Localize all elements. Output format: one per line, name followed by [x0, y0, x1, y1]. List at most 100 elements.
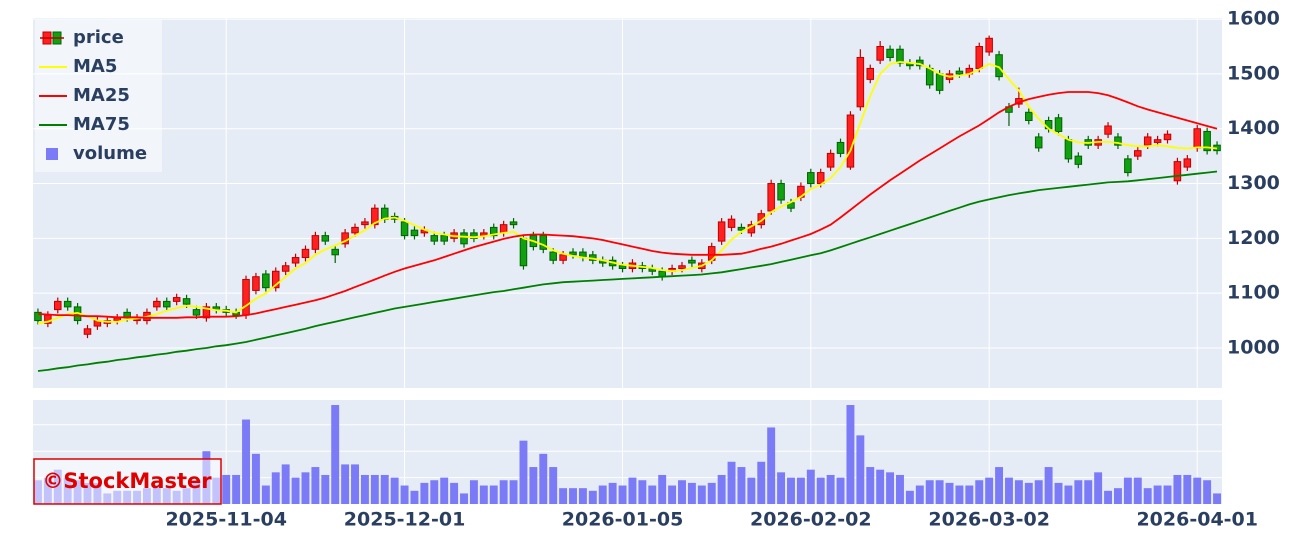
volume-bar [1094, 472, 1103, 504]
candle-body [1034, 136, 1043, 149]
volume-bar [321, 474, 330, 504]
volume-bar [618, 485, 627, 504]
volume-bar [331, 405, 340, 504]
volume-bar [529, 467, 538, 504]
x-tick-label: 2025-11-04 [165, 509, 287, 531]
volume-bar [687, 482, 696, 504]
volume-bar [787, 477, 795, 504]
candle-body [262, 273, 270, 289]
legend-label: MA25 [73, 85, 130, 106]
candle-body [291, 257, 300, 264]
x-tick-label: 2025-12-01 [344, 509, 466, 531]
candle-body [866, 67, 875, 80]
candle-body [925, 67, 934, 86]
candle-body [311, 235, 320, 250]
candle-body [83, 328, 92, 335]
candle-body [549, 251, 557, 261]
candle-body [34, 311, 42, 322]
candle-body [618, 265, 627, 270]
volume-bar [886, 472, 895, 504]
legend-label: price [73, 27, 124, 48]
candle-body [975, 46, 984, 69]
x-tick-label: 2026-03-02 [928, 509, 1050, 531]
volume-bar [905, 490, 914, 504]
candle-body [271, 270, 280, 289]
x-tick-label: 2026-01-05 [562, 509, 684, 531]
volume-plot-bg [33, 400, 1222, 504]
volume-bar [410, 490, 419, 504]
candle-body [162, 300, 171, 308]
candle-body [1054, 117, 1063, 132]
volume-bar [499, 480, 508, 504]
volume-bar [539, 453, 548, 504]
volume-bar [1213, 493, 1222, 504]
candle-body [182, 298, 191, 305]
y-tick-label: 1300 [1227, 172, 1280, 194]
watermark: ©StockMaster [42, 469, 212, 493]
volume-bar [935, 480, 944, 504]
volume-bar [707, 482, 716, 504]
candle-body [767, 183, 775, 212]
candle-body [430, 235, 439, 242]
candle-body [202, 306, 211, 319]
candle-body [351, 226, 359, 234]
volume-bar [578, 488, 587, 504]
volume-bar [291, 477, 300, 504]
volume-bar [588, 490, 597, 504]
volume-bar [1054, 482, 1063, 504]
x-tick-label: 2026-02-02 [750, 509, 872, 531]
volume-bar [1064, 485, 1073, 504]
candle-body [460, 232, 468, 245]
volume-bar [638, 480, 647, 504]
volume-bar [440, 477, 449, 504]
candle-body [836, 141, 845, 154]
volume-bar [1044, 467, 1053, 504]
y-tick-label: 1200 [1227, 227, 1280, 249]
volume-bar [489, 485, 498, 504]
volume-bar [985, 477, 994, 504]
candle-body [1163, 133, 1172, 141]
candle-body [301, 248, 310, 259]
candle-body [63, 300, 72, 308]
candle-body [192, 309, 201, 316]
candle-body [856, 56, 865, 108]
candle-body [688, 259, 696, 264]
volume-bar [995, 467, 1004, 504]
volume-bar [806, 469, 815, 504]
volume-bar [1084, 480, 1093, 504]
volume-bar [1024, 482, 1033, 504]
volume-bar [1014, 480, 1023, 504]
volume-bar [896, 474, 904, 504]
candle-body [1173, 161, 1182, 182]
volume-bar [242, 419, 250, 504]
price-plot-bg [33, 18, 1222, 388]
candle-body [896, 48, 904, 64]
candle-body [559, 254, 567, 261]
candle-body [361, 221, 369, 226]
volume-bar [628, 477, 637, 504]
legend-icon [46, 148, 58, 160]
volume-bar [658, 474, 667, 504]
volume-bar [1193, 477, 1202, 504]
legend-label: MA75 [73, 114, 130, 135]
candle-body [935, 73, 944, 91]
volume-bar [846, 405, 855, 504]
candle-body [757, 213, 766, 226]
volume-bar [469, 480, 478, 504]
candle-body [321, 235, 330, 242]
volume-bar [251, 453, 260, 504]
candle-body [281, 265, 290, 272]
volume-bar [727, 461, 736, 504]
candle-body [678, 265, 686, 270]
y-tick-label: 1100 [1227, 282, 1280, 304]
candle-body [509, 221, 518, 226]
candle-body [331, 248, 339, 256]
volume-bar [271, 472, 280, 504]
volume-bar [767, 427, 776, 504]
volume-bar [678, 480, 686, 504]
volume-bar [1074, 480, 1083, 504]
candle-body [172, 297, 181, 302]
ma-line [37, 60, 1218, 325]
volume-bar [460, 493, 468, 504]
